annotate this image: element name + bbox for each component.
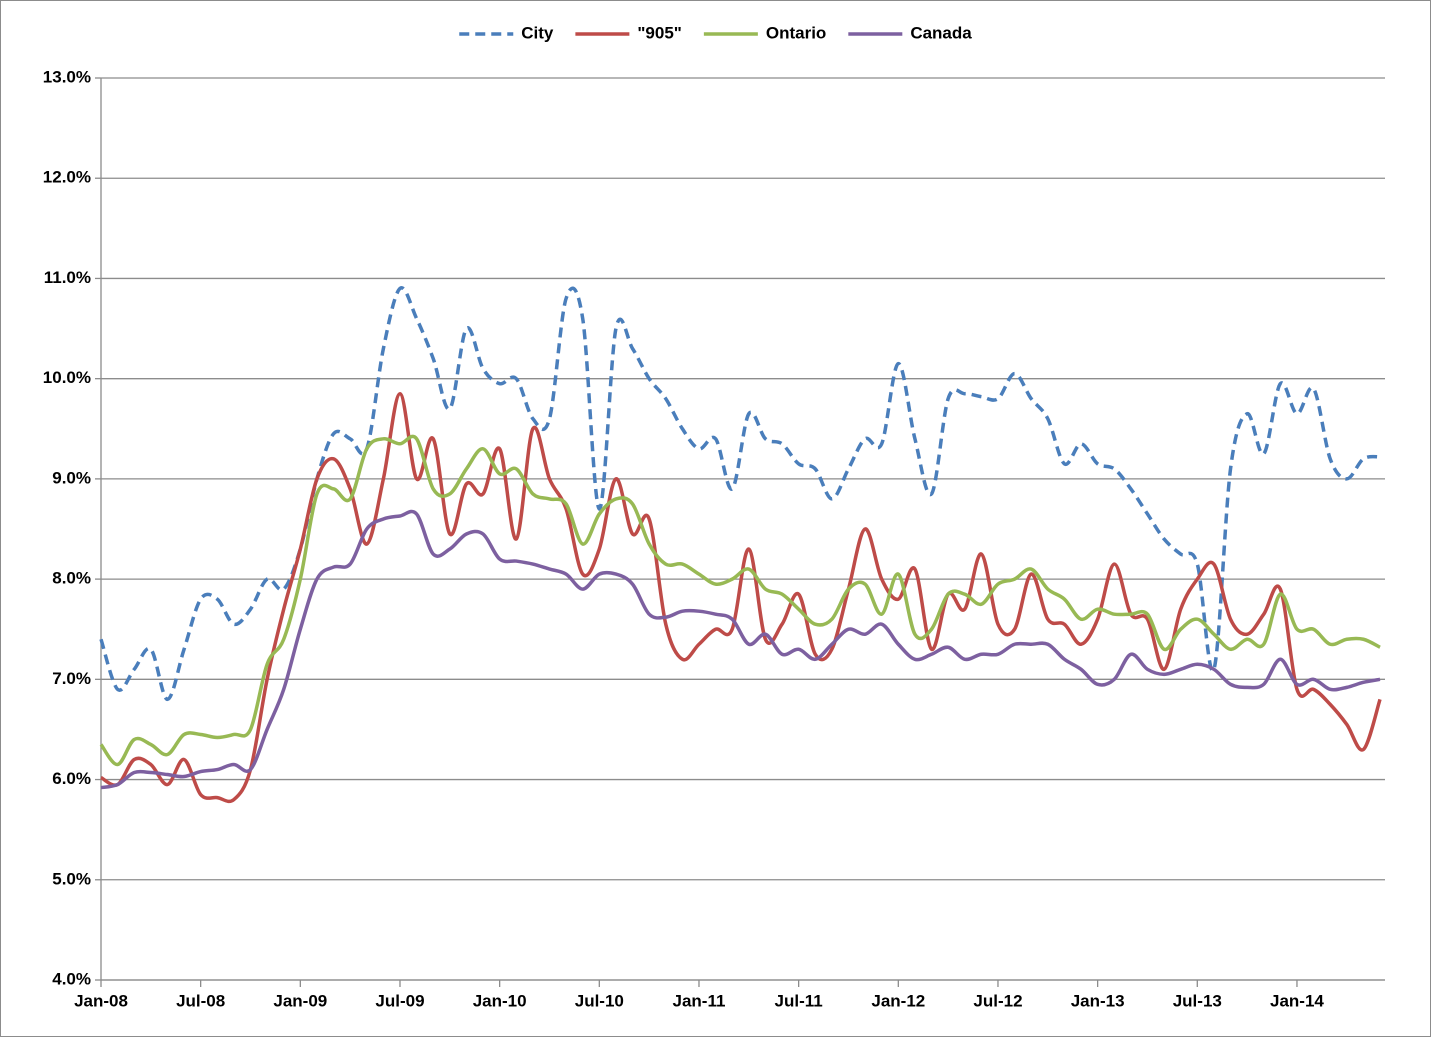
series-line	[100, 509, 1381, 790]
x-tick-label: Jul-08	[176, 991, 225, 1010]
y-tick-label: 4.0%	[52, 969, 91, 988]
x-tick-label: Jul-12	[973, 991, 1022, 1010]
x-tick-label: Jan-10	[473, 991, 527, 1010]
series-line	[99, 286, 1381, 702]
x-tick-label: Jan-11	[673, 991, 726, 1010]
series-line	[100, 391, 1382, 804]
legend-label: Ontario	[766, 23, 826, 42]
x-tick-label: Jan-09	[273, 991, 327, 1010]
x-tick-label: Jan-12	[871, 991, 925, 1010]
x-tick-label: Jul-09	[375, 991, 424, 1010]
series-line	[99, 434, 1381, 767]
y-tick-label: 9.0%	[52, 468, 91, 487]
y-tick-label: 10.0%	[43, 368, 91, 387]
legend-label: Canada	[910, 23, 972, 42]
x-tick-label: Jan-08	[74, 991, 128, 1010]
y-tick-label: 11.0%	[44, 268, 91, 287]
x-tick-label: Jul-13	[1173, 991, 1222, 1010]
legend-label: City	[521, 23, 554, 42]
x-tick-label: Jul-11	[775, 991, 823, 1010]
y-tick-label: 6.0%	[52, 769, 91, 788]
x-tick-label: Jan-14	[1270, 991, 1324, 1010]
legend-label: "905"	[637, 23, 681, 42]
y-tick-label: 12.0%	[43, 168, 91, 187]
y-tick-label: 13.0%	[43, 67, 91, 86]
x-tick-label: Jan-13	[1071, 991, 1125, 1010]
y-tick-label: 5.0%	[52, 869, 91, 888]
y-tick-label: 7.0%	[52, 669, 91, 688]
y-tick-label: 8.0%	[52, 569, 91, 588]
x-tick-label: Jul-10	[575, 991, 624, 1010]
